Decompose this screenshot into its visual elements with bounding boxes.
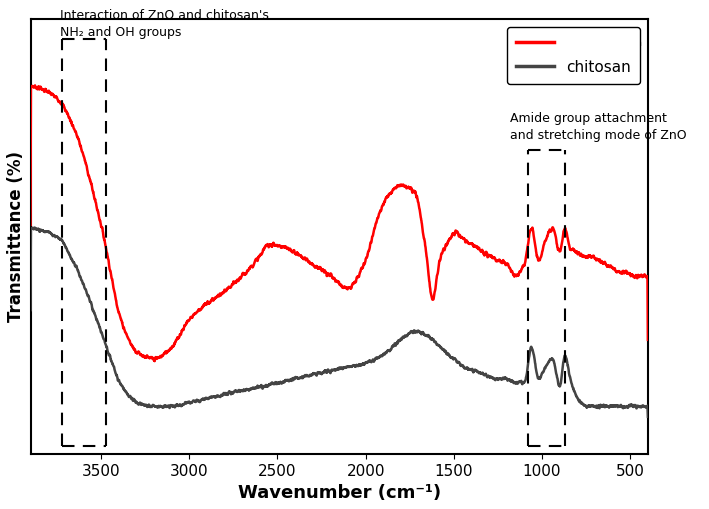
Text: chitosan-ZnO: chitosan-ZnO xyxy=(540,29,642,44)
Text: Interaction of ZnO and chitosan's
NH₂ and OH groups: Interaction of ZnO and chitosan's NH₂ an… xyxy=(60,9,269,39)
X-axis label: Wavenumber (cm⁻¹): Wavenumber (cm⁻¹) xyxy=(238,484,441,502)
Legend: , chitosan: , chitosan xyxy=(507,27,640,84)
Text: Amide group attachment
and stretching mode of ZnO: Amide group attachment and stretching mo… xyxy=(510,111,687,142)
Y-axis label: Transmittance (%): Transmittance (%) xyxy=(7,151,25,322)
Text: nano-synth: nano-synth xyxy=(579,38,642,48)
